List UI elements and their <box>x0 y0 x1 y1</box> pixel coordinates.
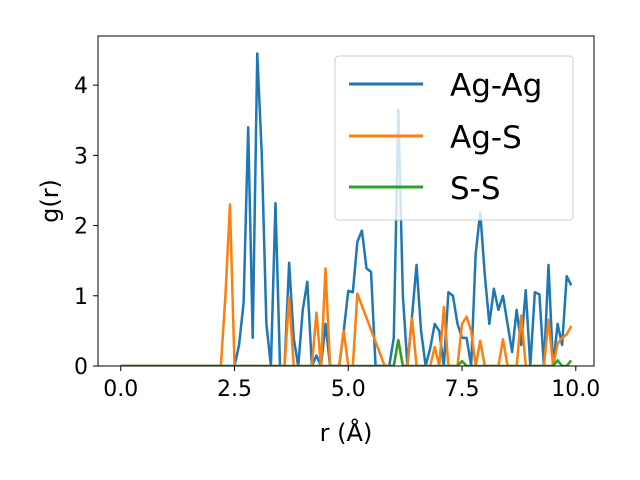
x-tick-label: 10.0 <box>551 377 600 402</box>
y-tick-label: 1 <box>74 285 88 310</box>
series-line-ag-s <box>120 203 573 366</box>
y-tick-label: 2 <box>74 215 88 240</box>
plot-frame <box>97 35 595 367</box>
x-tick-label: 0.0 <box>103 377 138 402</box>
legend-label-s-s: S-S <box>450 171 501 207</box>
y-axis: 0 1 2 3 4 <box>74 74 98 380</box>
legend-box <box>334 55 574 221</box>
y-tick-label: 3 <box>74 144 88 169</box>
x-tick-label: 7.5 <box>445 377 480 402</box>
legend-label-ag-s: Ag-S <box>450 120 522 156</box>
legend-label-ag-ag: Ag-Ag <box>450 68 542 104</box>
y-tick-label: 4 <box>74 74 88 99</box>
series-line-s-s <box>120 338 573 366</box>
legend: Ag-Ag Ag-S S-S <box>334 55 574 221</box>
x-tick-label: 2.5 <box>217 377 252 402</box>
x-tick-label: 5.0 <box>331 377 366 402</box>
y-axis-label: g(r) <box>36 179 64 223</box>
x-axis: 0.0 2.5 5.0 7.5 10.0 <box>103 366 600 402</box>
x-axis-label: r (Å) <box>320 418 373 447</box>
y-tick-label: 0 <box>74 355 88 380</box>
